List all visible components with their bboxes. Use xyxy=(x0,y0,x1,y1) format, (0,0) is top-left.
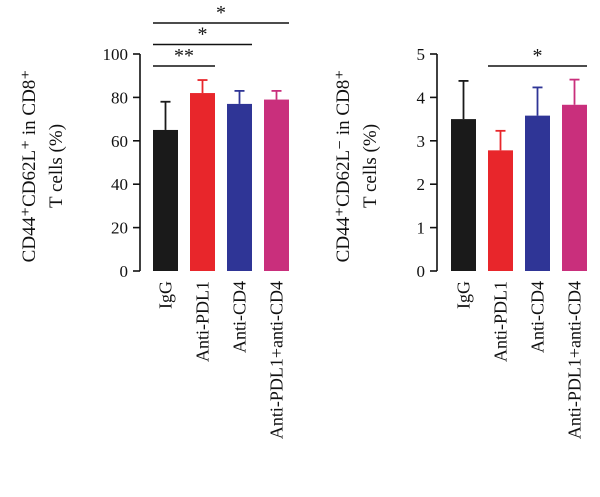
y-axis-title-line1: CD44⁺CD62L⁻ in CD8⁺ xyxy=(333,70,354,263)
category-label: Anti-PDL1 xyxy=(193,281,213,362)
bar xyxy=(562,104,587,271)
significance-label: * xyxy=(216,2,226,24)
y-axis-title-line2: T cells (%) xyxy=(360,124,381,208)
chart-right: CD44⁺CD62L⁻ in CD8⁺ T cells (%) 0 1 2 3 4 5 Ig… xyxy=(333,45,587,439)
category-label: IgG xyxy=(454,281,474,309)
y-tick-label: 80 xyxy=(111,88,128,107)
y-tick-label: 20 xyxy=(111,219,128,238)
bar xyxy=(264,99,289,271)
bar xyxy=(451,119,476,271)
category-label: Anti-PDL1+anti-CD4 xyxy=(565,281,585,439)
bar xyxy=(153,129,178,271)
bar xyxy=(190,93,215,271)
y-tick-label: 60 xyxy=(111,132,128,151)
y-tick-label: 0 xyxy=(417,262,426,281)
y-axis-title-line2: T cells (%) xyxy=(46,124,67,208)
bar xyxy=(227,103,252,271)
category-label: Anti-CD4 xyxy=(230,281,250,353)
category-label: Anti-PDL1+anti-CD4 xyxy=(267,281,287,439)
y-tick-label: 40 xyxy=(111,175,128,194)
y-tick-label: 2 xyxy=(417,175,426,194)
category-label: Anti-PDL1 xyxy=(491,281,511,362)
bar xyxy=(488,150,513,271)
y-axis-title-line1: CD44⁺CD62L⁺ in CD8⁺ xyxy=(19,70,40,263)
significance-label: * xyxy=(533,45,543,67)
significance-label: ** xyxy=(174,45,194,67)
y-tick-label: 100 xyxy=(103,45,129,64)
y-tick-label: 3 xyxy=(417,132,426,151)
y-tick-label: 0 xyxy=(120,262,129,281)
significance-label: * xyxy=(198,24,208,46)
bar xyxy=(525,115,550,272)
y-tick-label: 5 xyxy=(417,45,426,64)
category-label: Anti-CD4 xyxy=(528,281,548,353)
y-tick-label: 1 xyxy=(417,219,426,238)
chart-left: CD44⁺CD62L⁺ in CD8⁺ T cells (%) 0 20 40 60 8… xyxy=(19,2,289,439)
category-label: IgG xyxy=(156,281,176,309)
y-tick-label: 4 xyxy=(417,88,426,107)
